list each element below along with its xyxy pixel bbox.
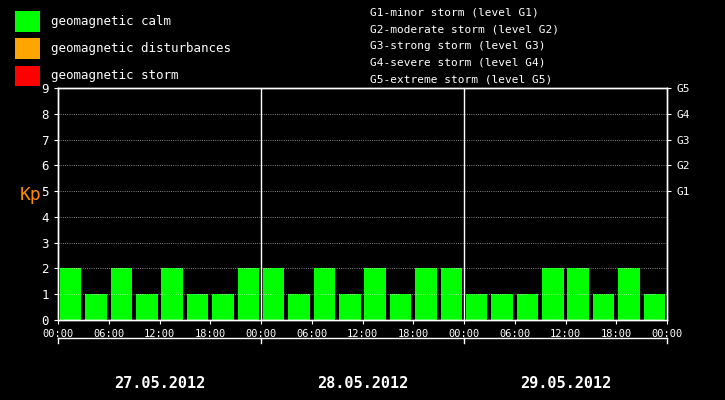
Bar — [14, 11, 40, 32]
Text: 27.05.2012: 27.05.2012 — [114, 376, 205, 391]
Bar — [136, 294, 157, 320]
Y-axis label: Kp: Kp — [20, 186, 41, 204]
Text: 29.05.2012: 29.05.2012 — [520, 376, 611, 391]
Bar — [568, 268, 589, 320]
Bar — [14, 66, 40, 86]
Bar — [263, 268, 284, 320]
Text: geomagnetic storm: geomagnetic storm — [51, 70, 178, 82]
Bar — [466, 294, 487, 320]
Bar — [644, 294, 665, 320]
Text: 28.05.2012: 28.05.2012 — [317, 376, 408, 391]
Text: G4-severe storm (level G4): G4-severe storm (level G4) — [370, 58, 545, 68]
Bar — [212, 294, 233, 320]
Bar — [618, 268, 639, 320]
Text: geomagnetic calm: geomagnetic calm — [51, 15, 171, 28]
Bar — [517, 294, 538, 320]
Text: G3-strong storm (level G3): G3-strong storm (level G3) — [370, 41, 545, 51]
Bar — [238, 268, 259, 320]
Bar — [390, 294, 411, 320]
Bar — [542, 268, 563, 320]
Bar — [14, 38, 40, 59]
Bar — [86, 294, 107, 320]
Text: geomagnetic disturbances: geomagnetic disturbances — [51, 42, 231, 55]
Bar — [162, 268, 183, 320]
Bar — [111, 268, 132, 320]
Bar — [289, 294, 310, 320]
Text: G2-moderate storm (level G2): G2-moderate storm (level G2) — [370, 24, 559, 34]
Bar — [339, 294, 360, 320]
Bar — [593, 294, 614, 320]
Text: G1-minor storm (level G1): G1-minor storm (level G1) — [370, 7, 539, 17]
Bar — [60, 268, 81, 320]
Bar — [492, 294, 513, 320]
Bar — [415, 268, 436, 320]
Bar — [314, 268, 335, 320]
Bar — [187, 294, 208, 320]
Text: G5-extreme storm (level G5): G5-extreme storm (level G5) — [370, 74, 552, 85]
Bar — [365, 268, 386, 320]
Bar — [441, 268, 462, 320]
